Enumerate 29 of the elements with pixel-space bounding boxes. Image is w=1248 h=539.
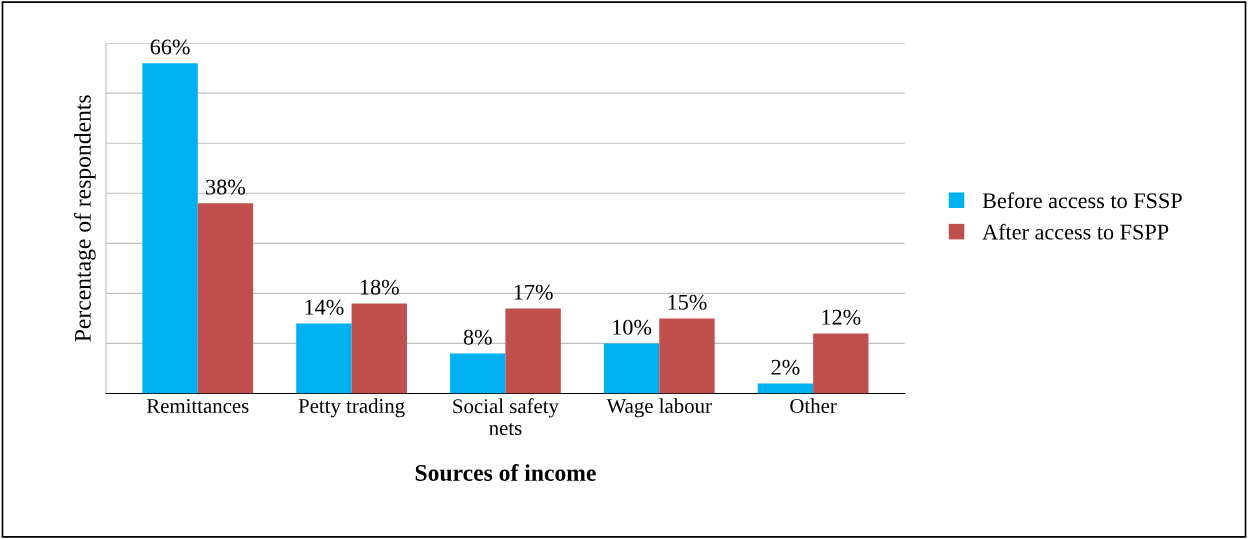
data-label: 12% xyxy=(822,309,861,325)
bar xyxy=(603,343,660,394)
x-axis-title: Sources of income xyxy=(415,464,596,481)
data-label: 38% xyxy=(206,179,246,195)
legend-label: After access to FSPP xyxy=(982,223,1169,240)
bar xyxy=(757,383,814,394)
data-label: 10% xyxy=(613,319,652,335)
bar xyxy=(351,303,407,394)
bar xyxy=(505,308,561,394)
x-tick-label: Social safety nets xyxy=(453,398,559,436)
x-tick-label: Other xyxy=(790,398,837,413)
data-label: 18% xyxy=(360,279,399,295)
bar xyxy=(659,318,715,394)
data-label: 14% xyxy=(305,299,344,315)
data-label: 8% xyxy=(463,329,492,345)
data-label: 15% xyxy=(668,294,707,310)
bar xyxy=(450,353,506,394)
data-label: 66% xyxy=(150,39,190,55)
y-axis-title: Percentage of respondents xyxy=(73,95,96,342)
bar xyxy=(813,333,869,394)
data-label: 2% xyxy=(771,359,800,375)
bar xyxy=(197,203,254,394)
bar xyxy=(296,323,352,394)
x-tick-label: Petty trading xyxy=(298,398,405,418)
bar xyxy=(142,63,198,394)
x-tick-label: Wage labour xyxy=(606,398,712,418)
data-label: 17% xyxy=(514,284,553,300)
legend-label: Before access to FSSP xyxy=(982,192,1182,209)
x-tick-label: Remittances xyxy=(146,398,249,413)
